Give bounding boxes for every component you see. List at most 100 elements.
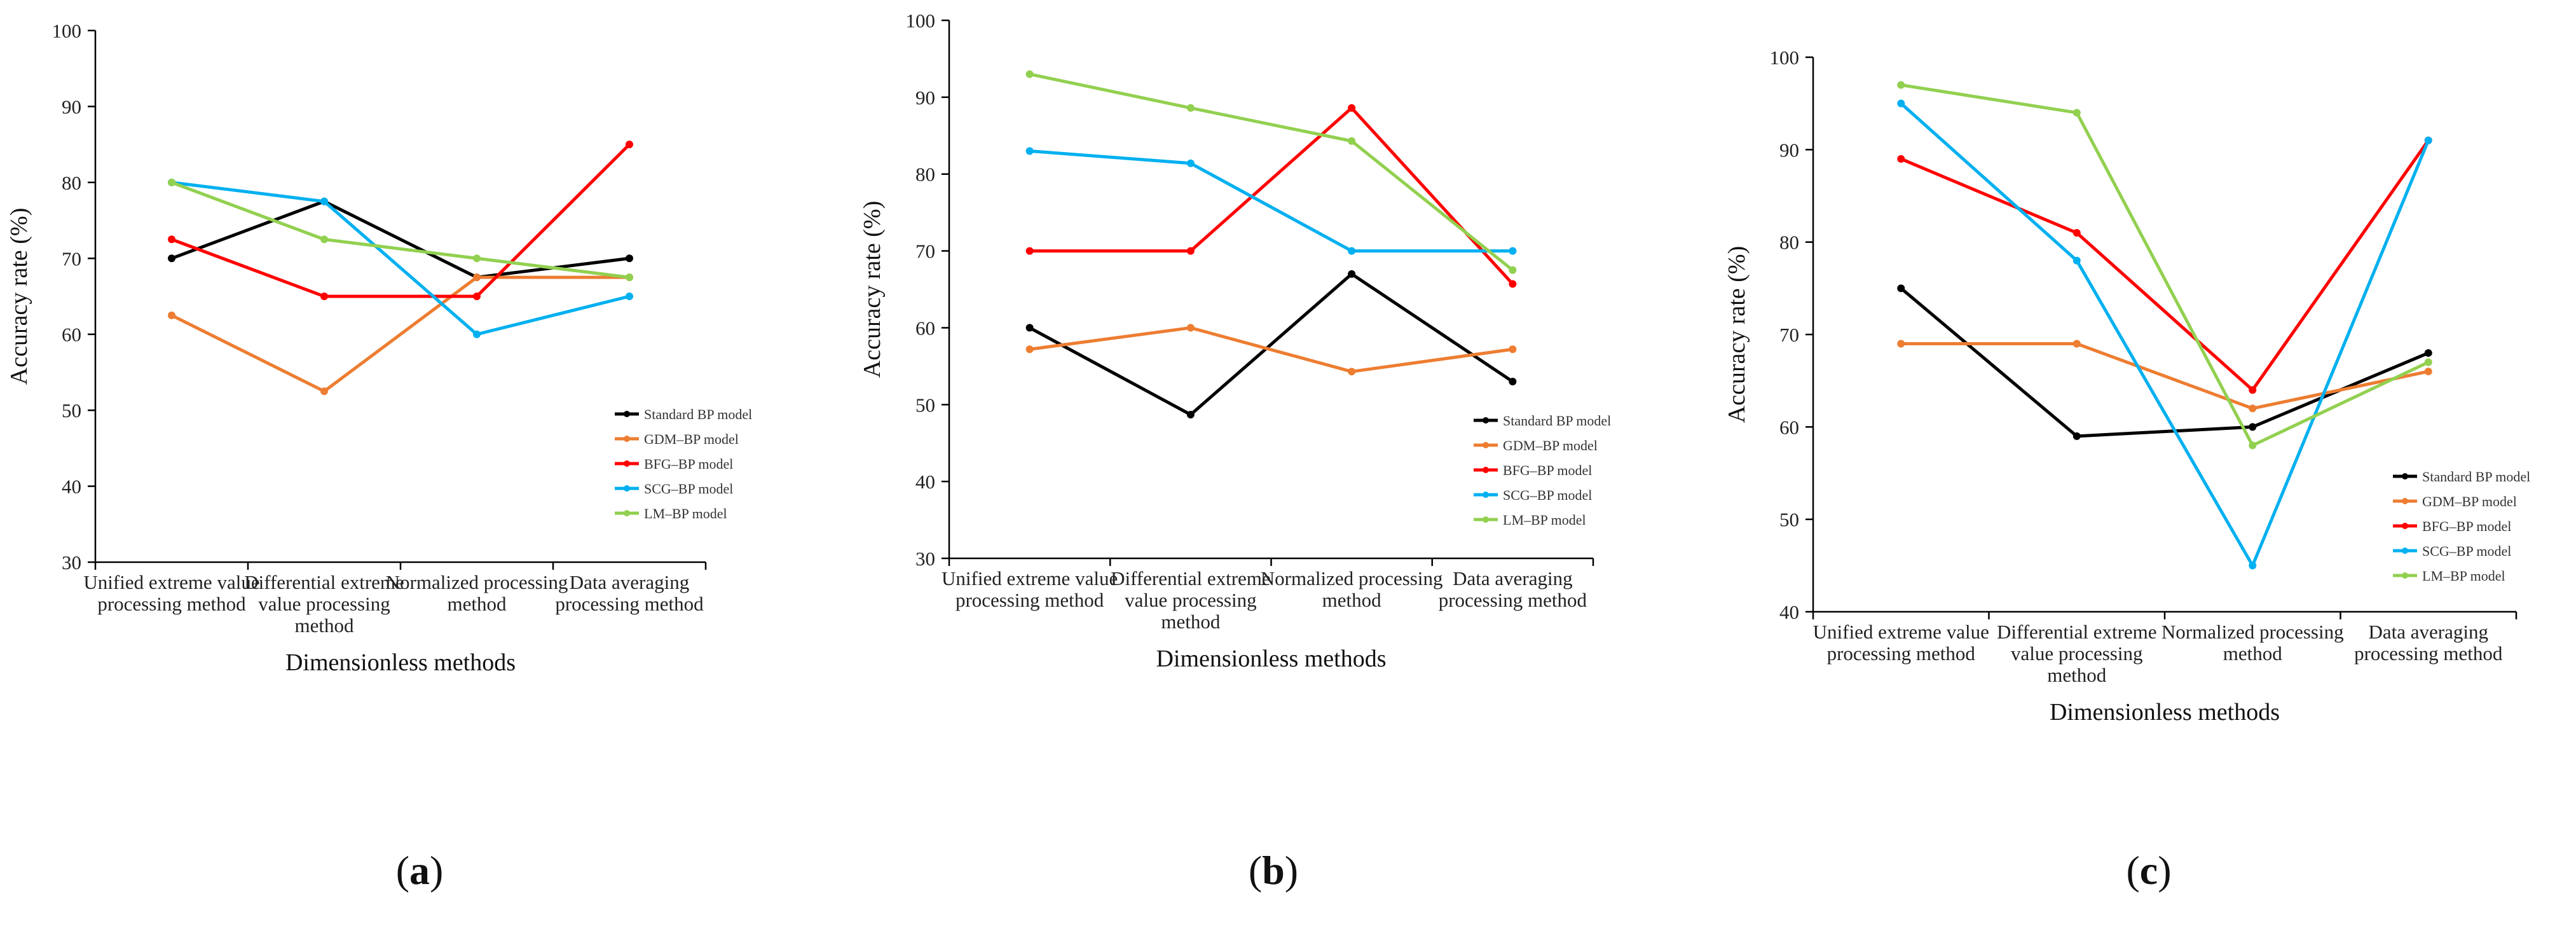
y-tick-label: 100: [52, 20, 82, 42]
y-tick-label: 40: [62, 476, 81, 498]
x-tick-label-line: Unified extreme value: [1813, 621, 1989, 643]
caption-open-paren: (: [396, 848, 409, 893]
data-point: [1186, 324, 1195, 332]
data-point: [2072, 229, 2081, 237]
data-point: [2249, 423, 2257, 431]
legend-label: LM–BP model: [2422, 568, 2505, 584]
data-point: [168, 311, 175, 319]
data-point: [2249, 404, 2257, 413]
legend-swatch-point: [624, 460, 630, 467]
data-point: [1186, 410, 1195, 418]
legend-label: LM–BP model: [1503, 512, 1586, 528]
caption-letter: c: [2140, 848, 2158, 893]
x-tick-label-line: Differential extreme: [1997, 621, 2157, 643]
legend-label: LM–BP model: [644, 506, 727, 521]
data-point: [626, 254, 633, 263]
data-point: [1897, 284, 1905, 293]
legend-swatch-point: [624, 436, 630, 442]
series-line: [171, 181, 630, 279]
data-point: [2249, 386, 2257, 394]
data-point: [626, 293, 633, 300]
data-point: [2424, 368, 2432, 376]
x-tick-label-line: value processing: [258, 593, 390, 615]
legend-swatch-point: [2402, 548, 2408, 554]
x-tick-label: Data averaging processing method: [555, 571, 704, 615]
y-tick-label: 90: [62, 95, 81, 118]
data-point: [1025, 324, 1034, 332]
panel-caption: (b): [1249, 848, 1298, 893]
y-tick-label: 70: [1779, 324, 1799, 346]
legend-swatch-point: [2402, 498, 2408, 504]
y-tick-label: 30: [915, 548, 935, 570]
data-point: [1348, 137, 1356, 145]
legend-label: GDM–BP model: [2422, 493, 2517, 509]
caption-open-paren: (: [1249, 848, 1262, 893]
x-tick-label-line: processing method: [97, 593, 246, 615]
y-axis-title: Accuracy rate (%): [1723, 246, 1750, 423]
caption-letter: b: [1262, 848, 1285, 893]
x-tick-label-line: Normalized processing: [386, 571, 568, 593]
legend-swatch-point: [1483, 516, 1489, 523]
data-point: [1897, 340, 1905, 348]
panel-caption: (c): [2126, 848, 2171, 893]
series-line: [1900, 83, 2429, 447]
y-tick-label: 30: [62, 551, 81, 574]
data-point: [168, 178, 175, 186]
data-point: [2249, 441, 2257, 450]
x-tick-label: Normalized processing method: [2162, 621, 2344, 665]
data-point: [1897, 99, 1905, 107]
legend-label: Standard BP model: [2422, 469, 2530, 485]
x-tick-label-line: value processing: [1125, 589, 1256, 611]
caption-close-paren: ): [430, 848, 443, 893]
data-point: [1186, 159, 1195, 167]
y-tick-label: 60: [62, 324, 81, 346]
data-point: [1897, 81, 1905, 89]
data-point: [320, 387, 328, 396]
x-tick-label: Unified extreme value processing method: [942, 567, 1118, 611]
series-line: [1900, 139, 2430, 392]
data-point: [168, 235, 175, 244]
caption-letter: a: [409, 848, 430, 893]
x-tick-label-line: processing method: [1439, 589, 1587, 611]
x-tick-label: Data averaging processing method: [1439, 567, 1587, 611]
legend-label: SCG–BP model: [1503, 487, 1592, 503]
series-line: [171, 181, 630, 336]
panel-caption: (a): [396, 848, 444, 893]
legend-swatch-point: [1483, 417, 1489, 424]
data-point: [2072, 256, 2081, 265]
y-tick-label: 40: [915, 471, 935, 493]
series-line: [171, 143, 631, 298]
data-point: [473, 273, 481, 282]
caption-open-paren: (: [2126, 848, 2139, 893]
series-line: [170, 275, 629, 393]
x-tick-label-line: Normalized processing: [2162, 621, 2344, 643]
data-point: [1509, 247, 1517, 255]
legend-label: BFG–BP model: [644, 456, 733, 472]
data-point: [1186, 104, 1195, 112]
x-tick-label-line: Normalized processing: [1261, 567, 1443, 590]
data-point: [1025, 147, 1034, 155]
x-tick-label-line: method: [1161, 610, 1220, 633]
legend-label: Standard BP model: [644, 406, 752, 422]
legend-swatch-point: [1483, 492, 1489, 498]
data-point: [1509, 378, 1517, 386]
legend-swatch-point: [624, 411, 630, 417]
legend-label: SCG–BP model: [644, 481, 733, 497]
legend-label: BFG–BP model: [2422, 518, 2511, 534]
x-tick-label-line: method: [2223, 642, 2282, 665]
data-point: [2424, 358, 2432, 366]
y-tick-label: 100: [1770, 46, 1800, 69]
y-tick-label: 80: [1779, 231, 1799, 254]
legend-label: SCG–BP model: [2422, 543, 2511, 559]
legend-swatch-point: [1483, 442, 1489, 448]
data-point: [1186, 247, 1195, 255]
legend-label: Standard BP model: [1503, 413, 1611, 429]
data-point: [1897, 155, 1905, 163]
x-tick-label-line: Differential extreme: [244, 571, 404, 593]
x-tick-label-line: method: [1322, 589, 1381, 611]
data-point: [2424, 136, 2432, 144]
x-tick-label-line: method: [2047, 664, 2106, 686]
data-point: [473, 330, 481, 338]
